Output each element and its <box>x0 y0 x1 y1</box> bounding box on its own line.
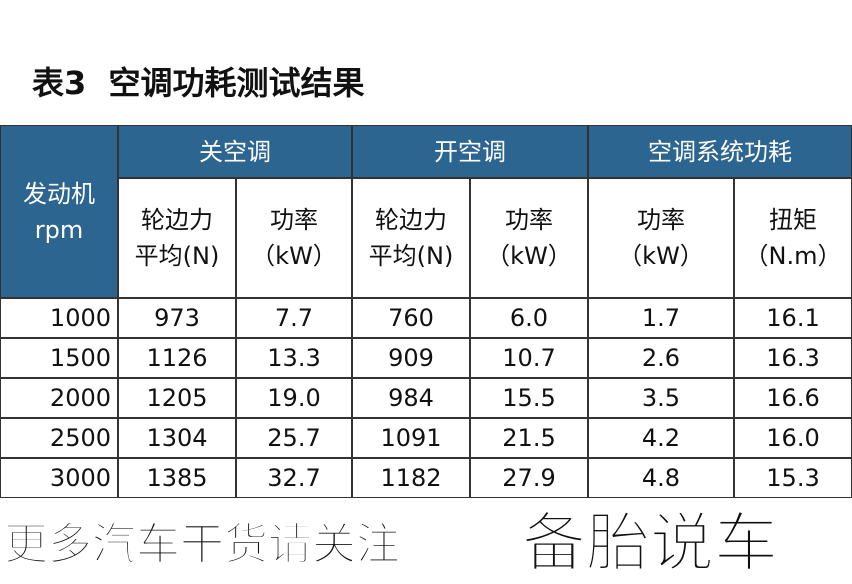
table-cell: 27.9 <box>470 458 588 498</box>
table-cell: 2.6 <box>588 338 734 378</box>
table-cell: 1.7 <box>588 298 734 338</box>
header-line: 功率 <box>637 206 685 234</box>
header-line: （kW） <box>618 242 704 270</box>
group-header: 关空调 <box>118 125 352 178</box>
corner-header: 发动机 rpm <box>0 125 118 298</box>
table-cell: 16.0 <box>734 418 852 458</box>
header-line: 发动机 <box>23 179 95 208</box>
table-cell: 1182 <box>352 458 470 498</box>
table-cell: 13.3 <box>236 338 352 378</box>
table-cell: 4.2 <box>588 418 734 458</box>
table-cell: 1385 <box>118 458 236 498</box>
table-cell: 1126 <box>118 338 236 378</box>
table-cell: 2500 <box>0 418 118 458</box>
title: 表3 空调功耗测试结果 <box>32 64 365 102</box>
page: 表3 空调功耗测试结果 发动机 rpm 关空调 开空调 空调系统功耗 轮边力 平均(N) 功率… <box>0 64 852 582</box>
sub-header: 功率 （kW） <box>236 178 352 298</box>
header-line: （N.m） <box>744 242 842 270</box>
table-cell: 909 <box>352 338 470 378</box>
sub-header: 轮边力平均(N) <box>352 178 470 298</box>
table-cell: 21.5 <box>470 418 588 458</box>
table-cell: 10.7 <box>470 338 588 378</box>
header-line: 平均(N) <box>134 242 220 270</box>
table-cell: 1000 <box>0 298 118 338</box>
table-cell: 19.0 <box>236 378 352 418</box>
table-cell: 973 <box>118 298 236 338</box>
header-line: （kW） <box>486 242 572 270</box>
header-line: （kW） <box>251 242 337 270</box>
table-cell: 15.5 <box>470 378 588 418</box>
table-cell: 2000 <box>0 378 118 418</box>
table-cell: 7.7 <box>236 298 352 338</box>
sub-header: 轮边力平均(N) <box>118 178 236 298</box>
table-cell: 984 <box>352 378 470 418</box>
footer-brand: 备胎说车 <box>522 507 779 582</box>
header-line: rpm <box>34 215 84 244</box>
group-header: 空调系统功耗 <box>588 125 852 178</box>
table-cell: 16.1 <box>734 298 852 338</box>
table-cell: 1091 <box>352 418 470 458</box>
sub-header: 功率 （kW） <box>470 178 588 298</box>
header-line: 功率 <box>505 206 553 234</box>
footer-text: 更多汽车干货请关注 <box>4 519 401 571</box>
header-line: 平均(N) <box>368 242 454 270</box>
table-cell: 3.5 <box>588 378 734 418</box>
table-cell: 6.0 <box>470 298 588 338</box>
sub-header: 功率 （kW） <box>588 178 734 298</box>
table-cell: 16.3 <box>734 338 852 378</box>
table-cell: 32.7 <box>236 458 352 498</box>
header-line: 轮边力 <box>375 206 447 234</box>
header-line: 轮边力 <box>141 206 213 234</box>
header-line: 扭矩 <box>769 206 817 234</box>
header-line: 功率 <box>270 206 318 234</box>
table-cell: 1500 <box>0 338 118 378</box>
table-cell: 760 <box>352 298 470 338</box>
group-header: 开空调 <box>352 125 588 178</box>
table-cell: 16.6 <box>734 378 852 418</box>
table-cell: 4.8 <box>588 458 734 498</box>
table-cell: 15.3 <box>734 458 852 498</box>
table-cell: 1304 <box>118 418 236 458</box>
table-cell: 25.7 <box>236 418 352 458</box>
table-cell: 3000 <box>0 458 118 498</box>
sub-header: 扭矩 （N.m） <box>734 178 852 298</box>
table-cell: 1205 <box>118 378 236 418</box>
